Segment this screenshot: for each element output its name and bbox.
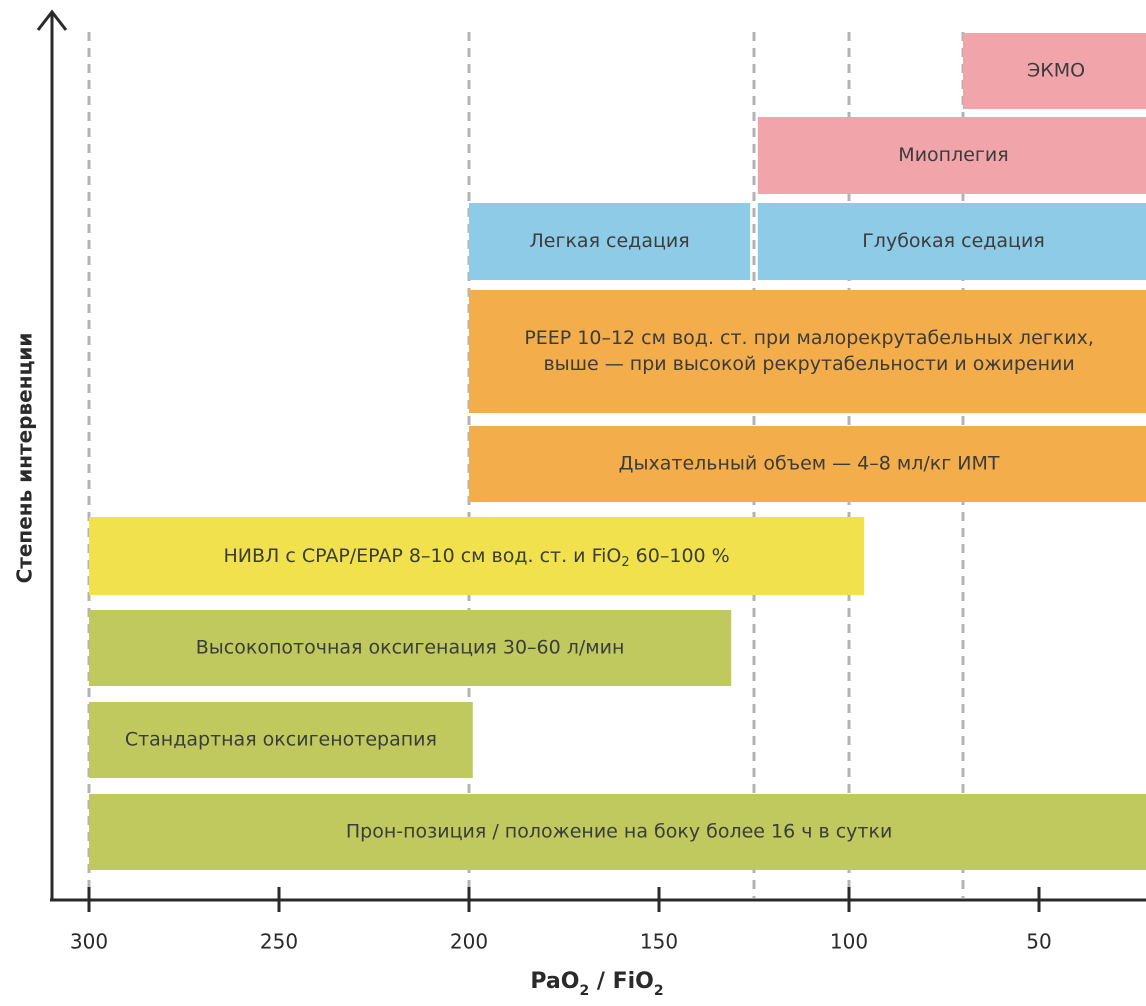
x-tick-label: 50 — [1026, 930, 1051, 954]
bar-label: Глубокая седация — [862, 230, 1045, 252]
y-axis-title: Степень интервенции — [13, 333, 37, 584]
bar-label: выше — при высокой рекрутабельности и ож… — [543, 353, 1074, 375]
bar-rect — [469, 290, 1146, 413]
bar-label: Высокопоточная оксигенация 30–60 л/мин — [196, 637, 625, 659]
bar-label: НИВЛ с CPAP/EPAP 8–10 см вод. ст. и FiO2… — [223, 545, 729, 570]
x-tick-label: 100 — [830, 930, 868, 954]
bar-label: Легкая седация — [530, 230, 690, 252]
bar-7: НИВЛ с CPAP/EPAP 8–10 см вод. ст. и FiO2… — [89, 517, 865, 595]
x-tick-label: 200 — [450, 930, 488, 954]
bar-rect — [89, 702, 473, 778]
bar-2: Миоплегия — [757, 117, 1146, 194]
axes — [36, 9, 1146, 902]
bar-label: Прон-позиция / положение на боку более 1… — [346, 821, 892, 843]
y-axis-arrow — [36, 9, 68, 31]
bar-10: Прон-позиция / положение на боку более 1… — [89, 794, 1146, 870]
bar-1: ЭКМО — [963, 33, 1146, 109]
bar-rect — [89, 610, 732, 686]
bar-rect — [757, 117, 1146, 194]
bar-rect — [963, 33, 1146, 109]
bar-label: ЭКМО — [1027, 60, 1085, 82]
bar-rect — [89, 794, 1146, 870]
x-tick-label: 250 — [260, 930, 298, 954]
bar-8: Высокопоточная оксигенация 30–60 л/мин — [89, 610, 732, 686]
bar-4: Глубокая седация — [757, 203, 1146, 280]
bar-label: PEEP 10–12 см вод. ст. при малорекрутабе… — [524, 327, 1094, 349]
bar-rect — [89, 517, 865, 595]
bar-9: Стандартная оксигенотерапия — [89, 702, 473, 778]
bar-5: PEEP 10–12 см вод. ст. при малорекрутабе… — [469, 290, 1146, 413]
bar-label: Дыхательный объем — 4–8 мл/кг ИМТ — [619, 453, 1000, 475]
bar-rect — [757, 203, 1146, 280]
x-tick-label: 300 — [70, 930, 108, 954]
x-axis-title-wrap: PaO2 / FiO2 — [530, 969, 663, 999]
bar-label: Стандартная оксигенотерапия — [125, 729, 437, 751]
bar-3: Легкая седация — [469, 203, 751, 280]
x-tick-label: 150 — [640, 930, 678, 954]
bars-layer: ЭКМО Миоплегия Легкая седация Глубокая седа… — [89, 33, 1146, 870]
bar-6: Дыхательный объем — 4–8 мл/кг ИМТ — [469, 426, 1146, 502]
bar-label: Миоплегия — [898, 144, 1008, 166]
x-ticks: 300 250 200 150 100 50 — [70, 887, 1052, 954]
bar-rect — [469, 203, 751, 280]
x-axis-title: PaO2 / FiO2 — [530, 969, 663, 999]
bar-rect — [469, 426, 1146, 502]
